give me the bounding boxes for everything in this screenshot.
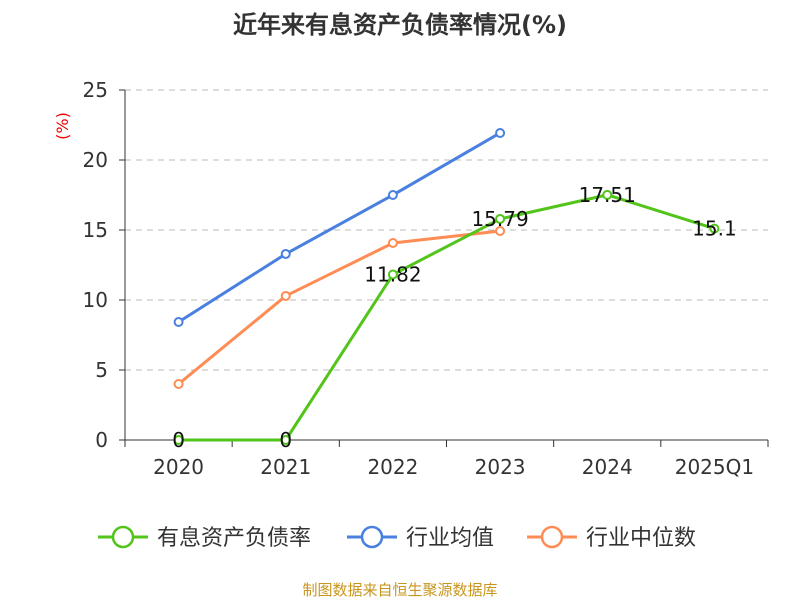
data-label: 11.82 — [364, 263, 421, 287]
legend-marker — [360, 525, 384, 549]
series-line — [178, 193, 715, 442]
data-point — [495, 225, 506, 236]
y-tick-label: 5 — [95, 358, 108, 382]
y-tick-label: 15 — [83, 218, 108, 242]
legend-marker — [111, 525, 135, 549]
legend-label: 行业中位数 — [586, 526, 696, 551]
data-point — [173, 435, 184, 445]
series-line — [177, 229, 501, 386]
footer-source: 制图数据来自恒生聚源数据库 — [302, 581, 497, 599]
x-tick-label: 2023 — [475, 455, 526, 479]
data-point — [602, 189, 613, 200]
y-tick-label: 25 — [83, 78, 108, 102]
y-tick-label: 20 — [83, 148, 108, 172]
legend-label: 行业均值 — [406, 526, 494, 551]
data-point — [387, 190, 398, 200]
y-tick-label: 0 — [95, 428, 108, 452]
data-point — [280, 290, 291, 301]
data-label: 0 — [279, 428, 292, 452]
x-tick-label: 2022 — [367, 455, 418, 479]
data-point — [495, 127, 506, 138]
x-tick-label: 2021 — [260, 455, 311, 479]
data-label: 17.51 — [579, 183, 636, 207]
y-axis-label: (%) — [53, 112, 72, 140]
legend-label: 有息资产负债率 — [157, 526, 311, 551]
series-line — [177, 131, 501, 324]
data-label: 15.79 — [471, 207, 528, 231]
data-label: 15.1 — [692, 217, 737, 241]
data-point — [495, 213, 506, 224]
data-label: 0 — [172, 428, 185, 452]
x-tick-label: 2025Q1 — [675, 455, 754, 479]
chart-title: 近年来有息资产负债率情况(%) — [233, 11, 567, 39]
data-point — [709, 223, 720, 234]
data-point — [173, 316, 184, 327]
x-tick-label: 2024 — [582, 455, 633, 479]
data-point — [280, 435, 291, 445]
data-point — [280, 248, 291, 259]
data-point — [387, 269, 398, 280]
legend-marker — [540, 525, 564, 549]
y-tick-label: 10 — [83, 288, 108, 312]
data-point — [173, 379, 184, 389]
x-tick-label: 2020 — [153, 455, 204, 479]
data-point — [387, 238, 398, 249]
